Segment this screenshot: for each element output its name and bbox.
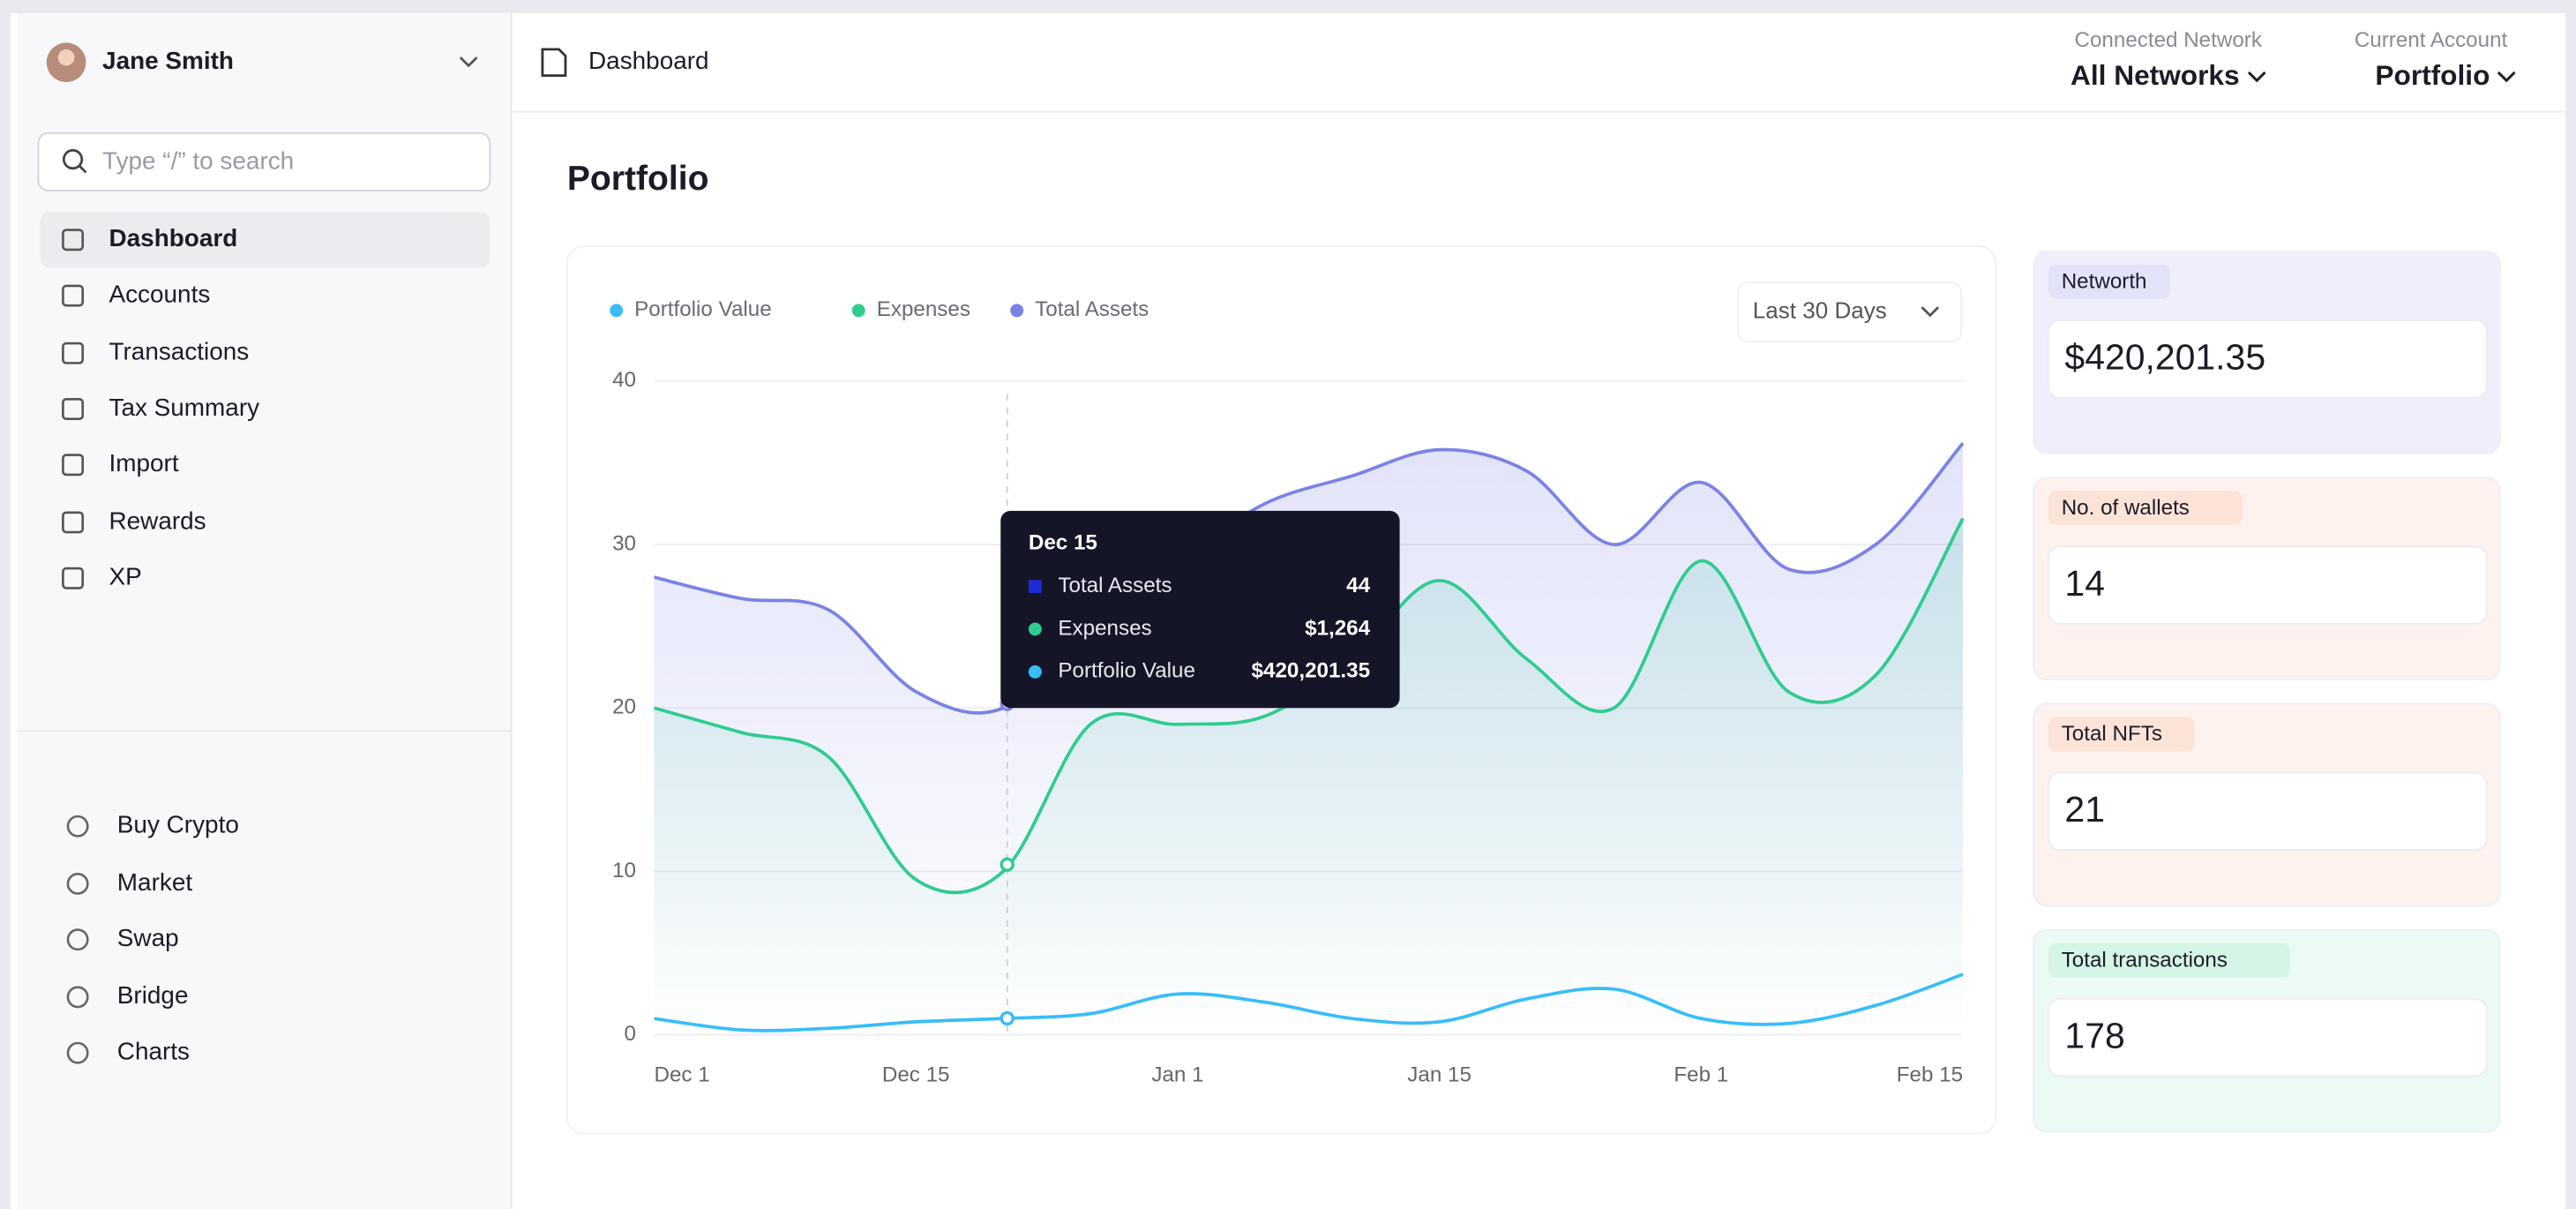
nav-item[interactable]: Transactions [109,338,250,365]
y-tick-label: 30 [612,531,636,555]
nav-item[interactable]: Import [109,449,179,477]
stat-value-box [2047,771,2488,852]
avatar-face [57,49,75,66]
x-tick-label: Dec 1 [654,1063,709,1087]
y-tick-label: 20 [612,695,636,719]
search-icon-handle [79,165,87,174]
nav-icon [62,398,85,420]
stat-value: 178 [2064,1015,2124,1055]
search-icon [62,148,84,170]
stat-chip [2048,491,2243,526]
nav-icon [66,986,89,1009]
nav-item[interactable]: XP [109,563,142,590]
account-select[interactable]: Portfolio [2375,59,2490,91]
range-select-text[interactable]: Last 30 Days [1753,297,1887,324]
nav-item[interactable]: Market [117,868,193,896]
tooltip-value: 44 [1346,574,1370,597]
legend-label[interactable]: Total Assets [1035,297,1149,321]
stat-value: $420,201.35 [2064,336,2265,377]
x-tick-label: Jan 1 [1151,1063,1203,1087]
nav-icon [62,567,85,589]
page-title: Portfolio [567,160,709,198]
range-chevron[interactable] [1921,306,1940,318]
tooltip-name: Total Assets [1058,574,1172,597]
nav-item[interactable]: Rewards [109,507,206,534]
nav-item[interactable]: Tax Summary [109,394,260,421]
tooltip-value: $420,201.35 [1252,659,1371,683]
y-tick-label: 40 [612,368,636,392]
stat-label: Total transactions [2062,949,2228,972]
nav-icon [62,229,85,252]
tooltip-name: Portfolio Value [1058,659,1195,683]
x-tick-label: Feb 15 [1897,1063,1963,1087]
legend-label[interactable]: Expenses [877,297,970,321]
x-tick-label: Dec 15 [882,1063,950,1087]
y-tick-label: 10 [612,859,636,882]
nav-item[interactable]: Accounts [109,280,211,307]
legend-swatch [851,304,865,318]
tooltip-title: Dec 15 [1029,531,1097,555]
nav-icon [66,872,89,895]
stat-label: Networth [2062,270,2147,294]
breadcrumb-icon [541,48,567,78]
stat-label: Total NFTs [2062,722,2162,746]
stat-chip [2048,264,2171,299]
legend-swatch [610,304,624,318]
stat-value-box [2047,319,2488,399]
stat-chip [2048,717,2195,752]
tooltip-swatch [1028,622,1042,636]
nav-active-bg [40,212,490,268]
stat-value-box [2047,997,2488,1078]
legend-swatch [1010,304,1024,318]
line [654,972,1964,1033]
hover-point [1000,857,1015,872]
nav-item[interactable]: Swap [117,924,179,951]
account-label: Current Account [2355,28,2508,52]
stat-value: 14 [2064,563,2105,604]
tooltip-swatch [1028,665,1042,679]
tooltip [1000,510,1400,709]
x-tick-label: Feb 1 [1674,1063,1728,1087]
nav-icon [66,815,89,837]
nav-icon [66,1041,89,1064]
search-placeholder[interactable]: Type “/” to search [102,147,294,175]
stat-value: 21 [2064,789,2105,830]
stat-label: No. of wallets [2062,496,2190,520]
tooltip-name: Expenses [1058,616,1151,640]
y-tick-label: 0 [625,1022,636,1046]
nav-icon [62,511,85,534]
search-box[interactable] [37,131,491,191]
nav-item[interactable]: Bridge [117,981,189,1009]
network-select[interactable]: All Networks [2071,59,2240,91]
nav-icon [66,928,89,951]
nav-item[interactable]: Dashboard [109,224,238,252]
user-chevron[interactable] [459,56,478,68]
range-select[interactable] [1737,282,1963,343]
account-chevron[interactable] [2497,71,2516,83]
stat-chip [2048,942,2291,978]
nav-icon [62,454,85,477]
nav-icon [62,342,85,364]
nav-item[interactable]: Charts [117,1038,190,1065]
x-tick-label: Jan 15 [1407,1063,1471,1087]
stat-value-box [2047,545,2488,625]
user-name[interactable]: Jane Smith [102,47,234,74]
nav-item[interactable]: Buy Crypto [117,811,239,838]
nav-icon [62,284,85,307]
line [654,442,1965,715]
hover-point [1000,1010,1015,1026]
network-label: Connected Network [2075,28,2263,52]
network-chevron[interactable] [2247,71,2266,83]
legend-label[interactable]: Portfolio Value [634,297,772,321]
tooltip-swatch [1028,580,1042,593]
breadcrumb[interactable]: Dashboard [588,47,709,74]
sidebar [17,12,512,1209]
tooltip-value: $1,264 [1305,616,1371,640]
